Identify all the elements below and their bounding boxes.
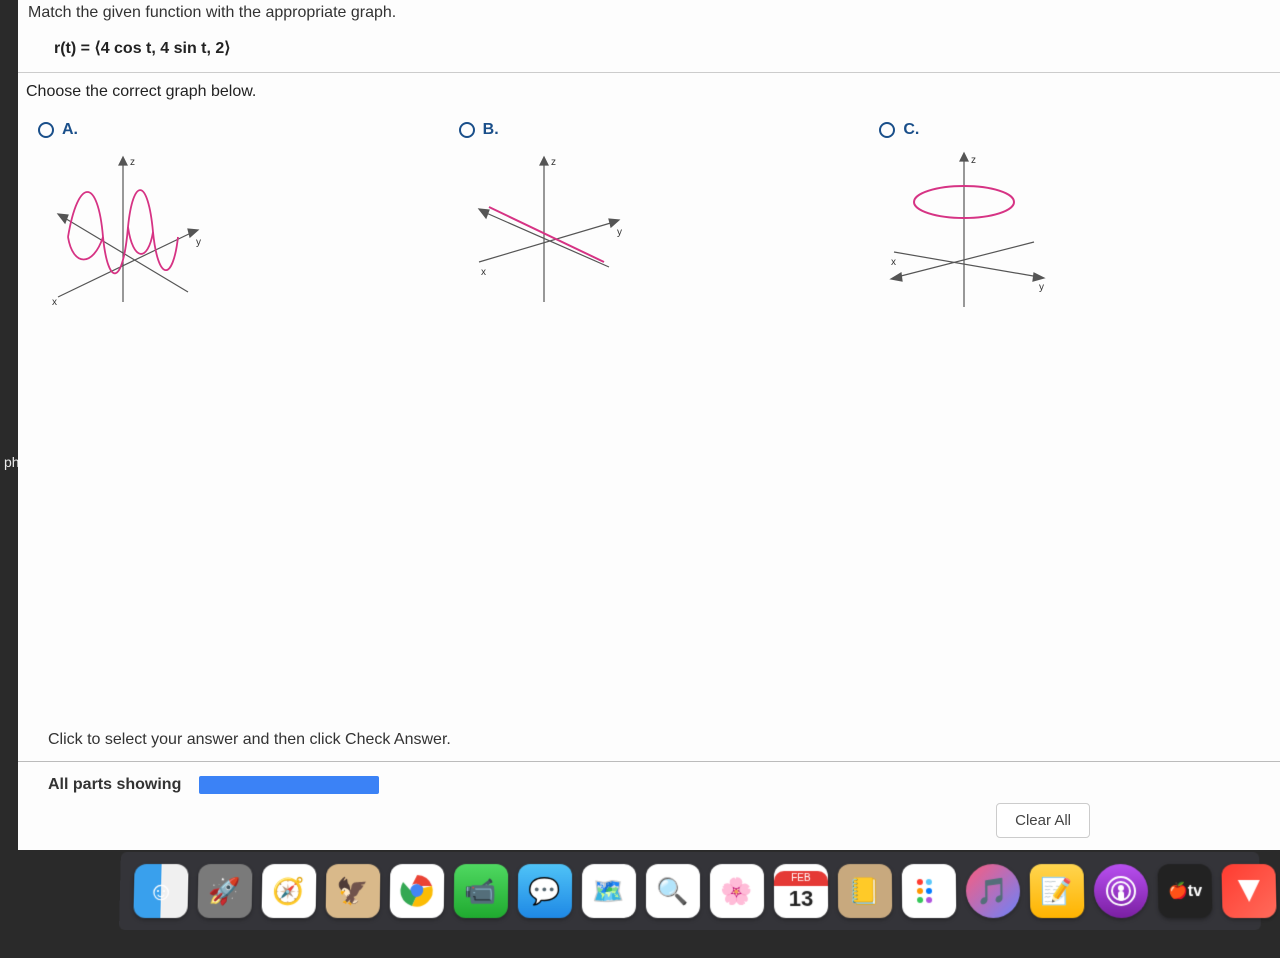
launchpad-icon[interactable]: 🚀 xyxy=(197,864,252,918)
option-a[interactable]: A. y x xyxy=(38,121,419,317)
option-b-header[interactable]: B. xyxy=(459,121,840,139)
progress-bar xyxy=(199,776,379,794)
radio-b[interactable] xyxy=(459,122,475,138)
option-c-label: C. xyxy=(903,121,919,139)
photos-icon[interactable]: 🌸 xyxy=(710,864,764,918)
svg-text:y: y xyxy=(1039,282,1044,293)
facetime-icon[interactable]: 📹 xyxy=(454,864,508,918)
calendar-month: FEB xyxy=(774,871,828,886)
maps-icon[interactable]: 🗺️ xyxy=(582,864,636,918)
svg-text:y: y xyxy=(196,237,201,248)
radio-a[interactable] xyxy=(38,122,54,138)
svg-text:x: x xyxy=(891,257,896,268)
reminders-icon[interactable] xyxy=(902,864,957,918)
news-icon[interactable] xyxy=(1221,864,1276,918)
svg-text:z: z xyxy=(130,157,135,168)
svg-text:z: z xyxy=(551,157,556,168)
appletv-icon[interactable]: 🍎tv xyxy=(1157,864,1212,918)
calendar-icon[interactable]: FEB 13 xyxy=(774,864,828,918)
messages-icon[interactable]: 💬 xyxy=(518,864,572,918)
chrome-icon[interactable] xyxy=(390,864,445,918)
mail-icon[interactable]: 🦅 xyxy=(326,864,381,918)
macos-dock: ☺ 🚀 🧭 🦅 📹 💬 🗺️ 🔍 🌸 FEB 13 📒 🎵 📝 🍎tv xyxy=(119,852,1261,930)
option-b-label: B. xyxy=(483,121,499,139)
finder-icon[interactable]: ☺ xyxy=(133,864,188,918)
contacts-icon[interactable]: 📒 xyxy=(838,864,892,918)
progress-label: All parts showing xyxy=(48,776,181,794)
graph-c: y x z xyxy=(879,147,1049,317)
svg-text:z: z xyxy=(971,155,976,166)
progress-row: All parts showing xyxy=(18,766,1280,804)
quiz-content: Match the given function with the approp… xyxy=(18,0,1280,850)
screen: phy Match the given function with the ap… xyxy=(0,0,1280,958)
calendar-day: 13 xyxy=(789,886,814,912)
preview-icon[interactable]: 🔍 xyxy=(646,864,700,918)
option-c[interactable]: C. y x z xyxy=(879,121,1260,317)
choose-instruction: Choose the correct graph below. xyxy=(18,73,1280,111)
question-prompt: Match the given function with the approp… xyxy=(18,0,1280,32)
music-icon[interactable]: 🎵 xyxy=(966,864,1021,918)
podcasts-icon[interactable] xyxy=(1094,864,1149,918)
option-a-header[interactable]: A. xyxy=(38,121,419,139)
safari-icon[interactable]: 🧭 xyxy=(261,864,316,918)
svg-text:x: x xyxy=(481,267,486,278)
footer-instruction: Click to select your answer and then cli… xyxy=(18,719,1280,762)
graph-a: y x z xyxy=(38,147,208,317)
option-a-label: A. xyxy=(62,121,78,139)
options-row: A. y x xyxy=(18,111,1280,317)
option-c-header[interactable]: C. xyxy=(879,121,1260,139)
radio-c[interactable] xyxy=(879,122,895,138)
option-b[interactable]: B. y x z xyxy=(459,121,840,317)
svg-text:x: x xyxy=(52,297,57,308)
notes-icon[interactable]: 📝 xyxy=(1030,864,1085,918)
clear-all-button[interactable]: Clear All xyxy=(996,803,1090,838)
question-equation: r(t) = ⟨4 cos t, 4 sin t, 2⟩ xyxy=(18,32,1280,72)
graph-b: y x z xyxy=(459,147,629,317)
svg-text:y: y xyxy=(617,227,622,238)
